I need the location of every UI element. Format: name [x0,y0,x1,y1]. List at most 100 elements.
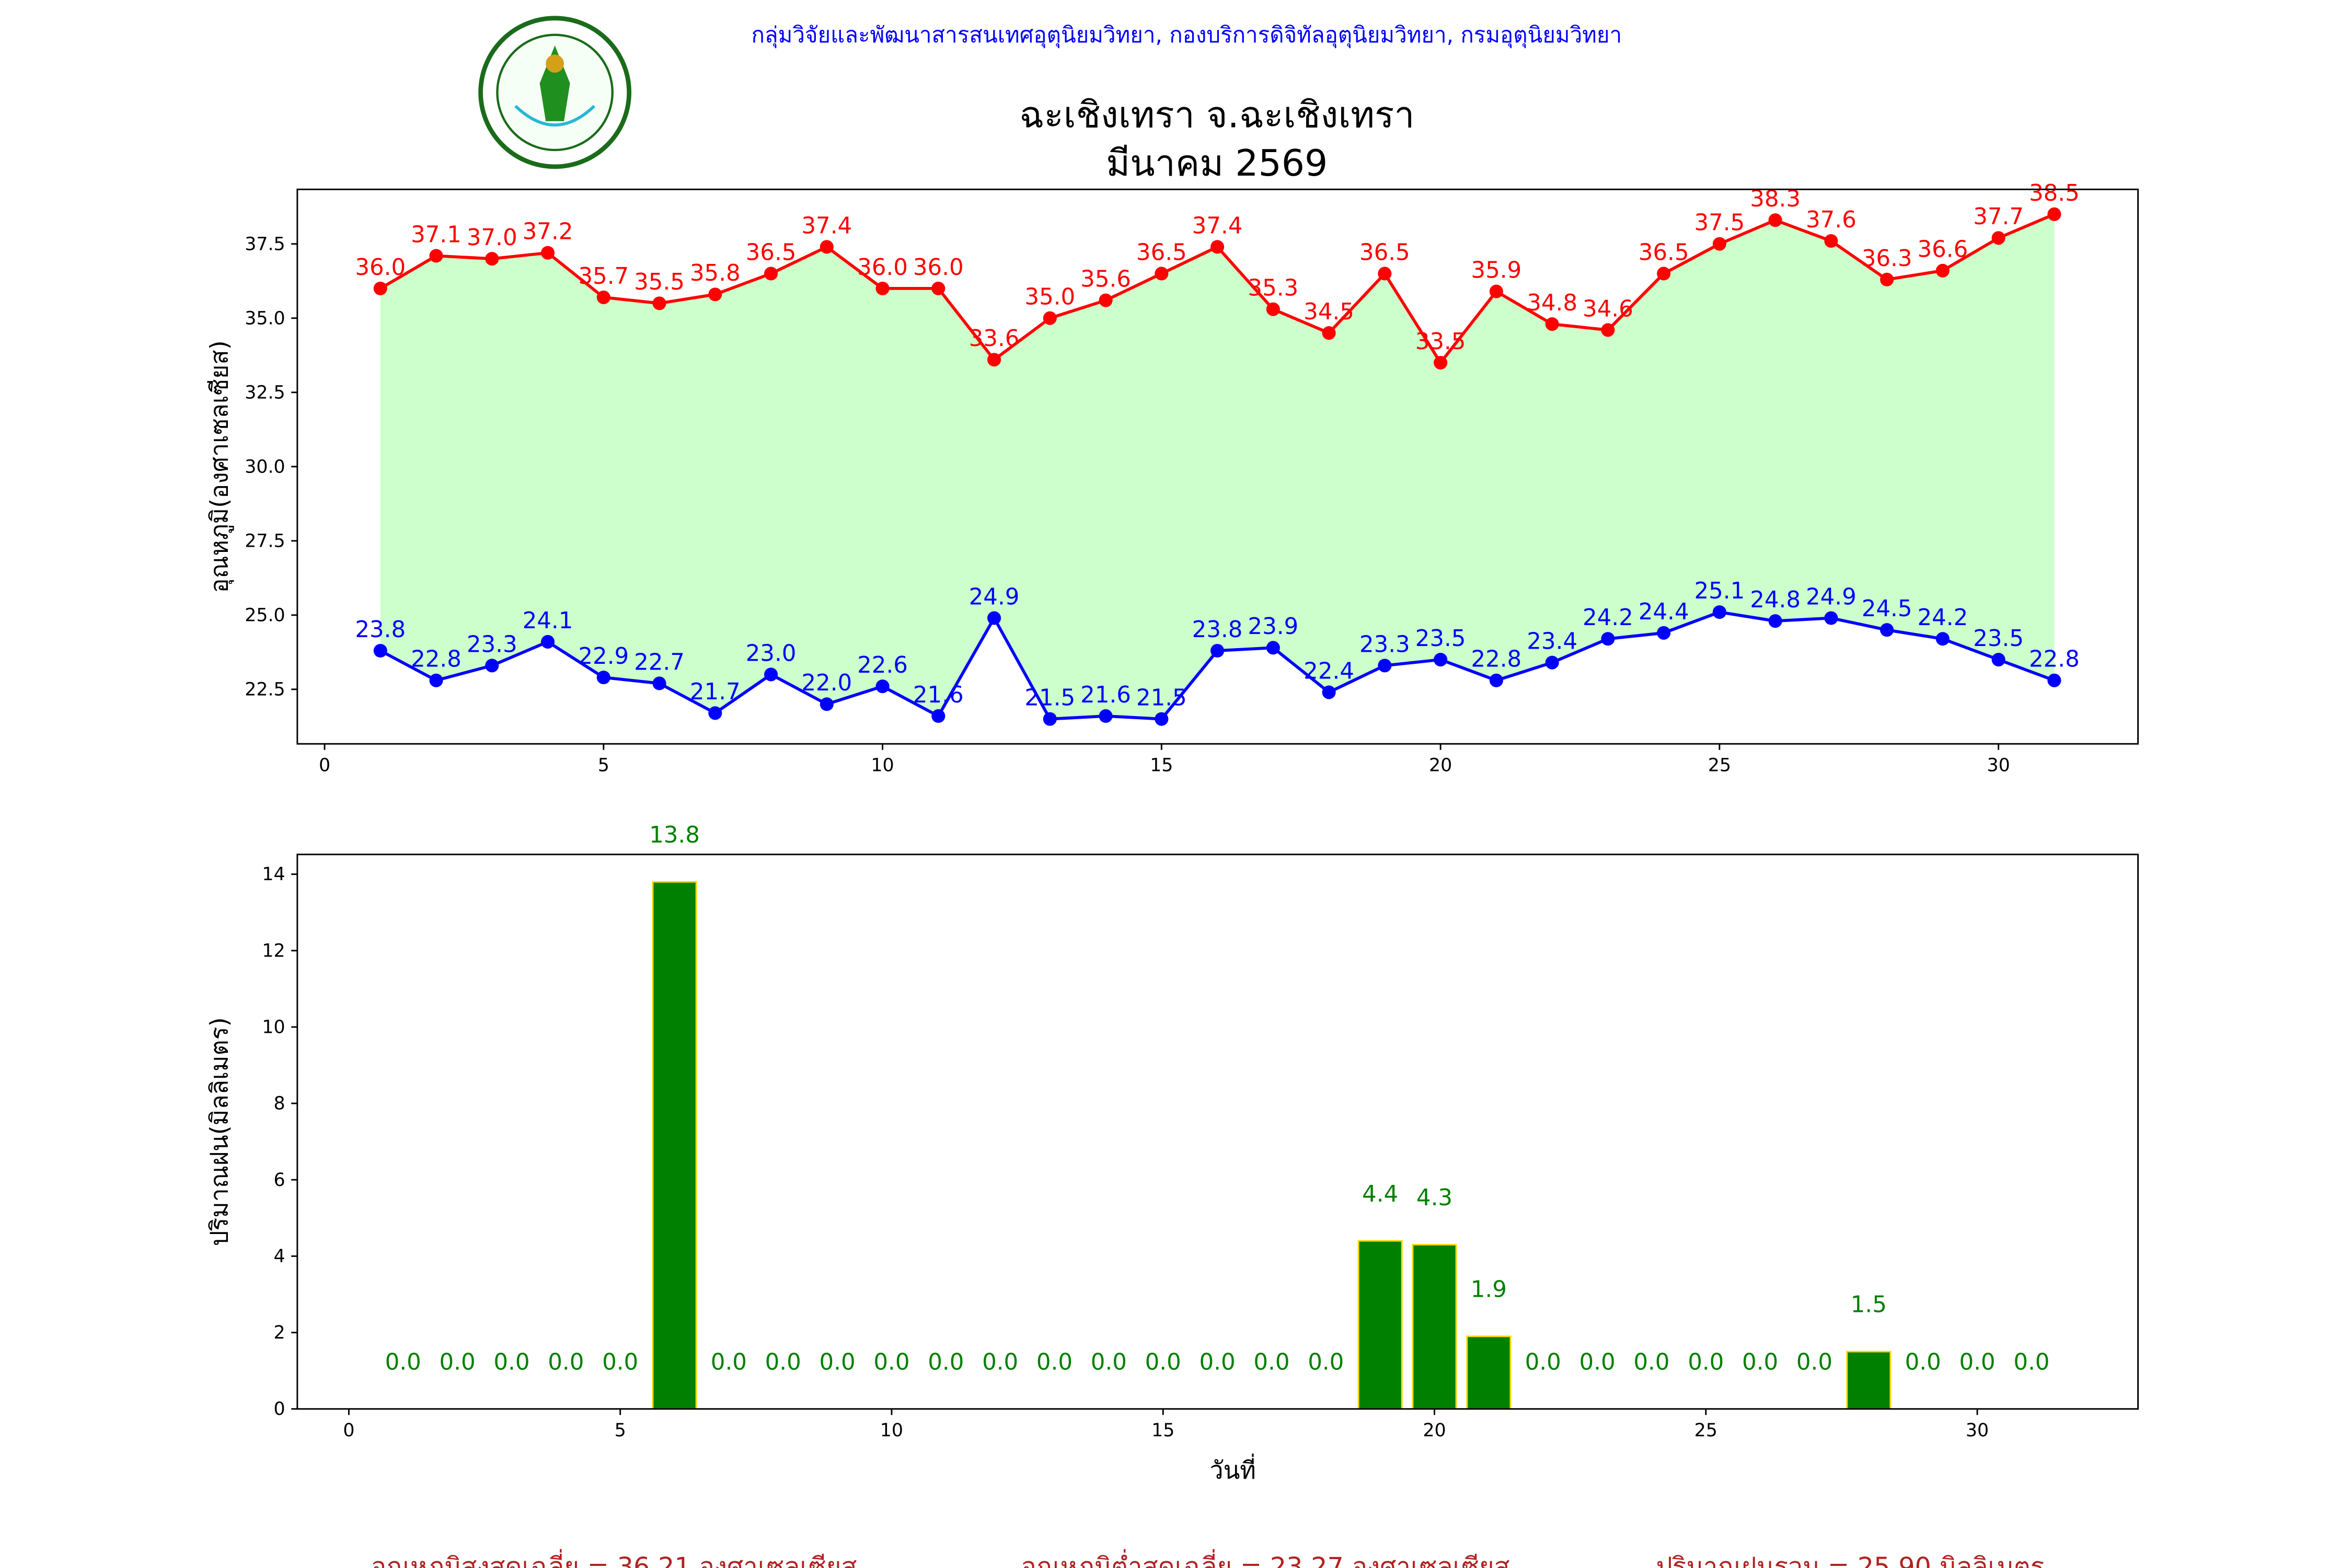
max-temperature-point [875,281,890,295]
max-temperature-point [1712,237,1726,251]
max-temperature-point [429,249,443,263]
max-temperature-label: 35.0 [1024,284,1075,310]
rain-bar-label: 0.0 [1905,1349,1941,1375]
min-temperature-label: 21.5 [1136,685,1187,711]
min-temperature-point [1824,611,1838,625]
min-temperature-label: 21.6 [913,682,964,708]
max-temperature-point [1266,302,1280,316]
min-temperature-point [1434,652,1448,667]
min-temperature-point [1043,712,1057,726]
min-temperature-point [1210,643,1225,658]
min-temperature-point [1155,712,1169,726]
min-temperature-point [1601,632,1615,646]
rain-bar-label: 0.0 [1633,1349,1669,1375]
max-temperature-label: 35.5 [634,269,685,295]
plot-frame [296,854,2139,1410]
y-tick-label: 25.0 [245,605,285,626]
min-temperature-label: 23.8 [1192,617,1243,643]
max-temperature-label: 36.0 [355,255,406,281]
y-tick-label: 22.5 [245,679,285,700]
min-temperature-label: 23.0 [746,640,797,666]
x-tick-label: 30 [1966,1420,1989,1441]
min-temperature-point [373,643,387,658]
min-temperature-label: 22.6 [857,652,908,678]
min-temperature-point [931,709,946,723]
rain-bar-label: 0.0 [1036,1349,1073,1375]
min-temperature-label: 23.5 [1973,626,2024,652]
max-temperature-label: 36.3 [1862,246,1912,272]
min-temperature-point [1378,659,1392,673]
max-temperature-label: 36.5 [1136,239,1187,266]
max-temperature-point [1099,293,1113,307]
min-temperature-label: 23.9 [1248,614,1298,640]
max-temperature-label: 37.1 [411,222,462,248]
max-temperature-point [1434,355,1448,370]
footer-total-rain: ปริมาณฝนรวม = 25.90 มิลลิเมตร [1656,1551,2045,1568]
max-temperature-label: 36.0 [857,255,908,281]
min-temperature-point [1880,623,1894,637]
rain-bar-label: 0.0 [711,1349,747,1375]
rain-bar-label: 0.0 [1688,1349,1724,1375]
rain-bar [1846,1351,1892,1410]
x-tick-label: 10 [880,1420,903,1441]
rain-bar-label: 4.4 [1362,1181,1398,1207]
max-temperature-point [596,290,610,304]
min-temperature-label: 22.7 [634,649,685,675]
min-temperature-label: 25.1 [1694,578,1745,604]
x-tick-label: 25 [1708,755,1731,776]
x-tick-label: 25 [1694,1420,1717,1441]
max-temperature-point [1322,326,1336,340]
y-tick-label: 14 [262,864,285,885]
min-temperature-point [1768,614,1782,628]
min-temperature-label: 22.9 [578,643,629,670]
min-temperature-label: 22.8 [411,647,462,673]
y-tick-label: 10 [262,1017,285,1038]
max-temperature-point [373,281,387,295]
max-temperature-point [931,281,946,295]
max-temperature-point [1210,240,1225,254]
x-tick-label: 5 [615,1420,626,1441]
max-temperature-label: 37.5 [1694,210,1745,236]
min-temperature-label: 22.4 [1304,658,1354,684]
min-temperature-label: 23.5 [1415,626,1466,652]
rain-bar-label: 0.0 [1959,1349,1995,1375]
max-temperature-label: 36.5 [746,239,797,266]
max-temperature-label: 36.0 [913,255,964,281]
footer-avg-max: อุณหภูมิสูงสุดเฉลี่ย = 36.21 องศาเซลเซีย… [371,1549,857,1568]
rain-bar-label: 0.0 [928,1349,964,1375]
chart-title-line2: มีนาคม 2569 [1106,142,1328,185]
min-temperature-label: 24.9 [969,584,1020,610]
rain-bar [1466,1335,1512,1410]
max-temperature-point [1768,213,1782,227]
min-temperature-label: 22.8 [2029,647,2080,673]
min-temperature-label: 24.5 [1862,596,1912,622]
x-tick-label: 0 [343,1420,354,1441]
min-temperature-label: 21.5 [1024,685,1075,711]
y-axis-label: อุณหภูมิ(องศาเซลเซียส) [205,340,235,593]
max-temperature-point [1824,234,1838,248]
max-temperature-label: 36.5 [1639,239,1689,266]
logo [478,16,631,169]
max-temperature-point [1601,323,1615,337]
max-temperature-point [540,246,555,260]
y-tick-label: 27.5 [245,531,285,551]
max-temperature-label: 37.7 [1973,204,2024,230]
y-axis-label: ปริมาณฝน(มิลลิเมตร) [205,1017,234,1246]
max-temperature-label: 35.6 [1080,267,1131,293]
rain-bar-label: 0.0 [982,1349,1018,1375]
rain-bar-label: 4.3 [1416,1185,1452,1211]
max-temperature-label: 37.0 [467,225,517,251]
max-temperature-label: 37.6 [1806,207,1857,233]
max-temperature-point [708,287,722,302]
min-temperature-label: 23.3 [467,631,517,658]
max-temperature-label: 35.9 [1471,257,1521,283]
min-temperature-label: 21.7 [690,679,741,705]
rain-bar-label: 0.0 [765,1349,801,1375]
max-temperature-point [1657,267,1671,281]
min-temperature-label: 24.2 [1583,605,1633,631]
min-temperature-point [1991,652,2005,667]
rainfall-chart: 0.0 0.0 0.0 0.0 0.0 13.8 0.0 0.0 0.0 0.0 0.0 0.0 0.0… [205,822,2139,1484]
rain-bar-label: 0.0 [820,1349,856,1375]
y-tick-label: 37.5 [245,234,285,255]
